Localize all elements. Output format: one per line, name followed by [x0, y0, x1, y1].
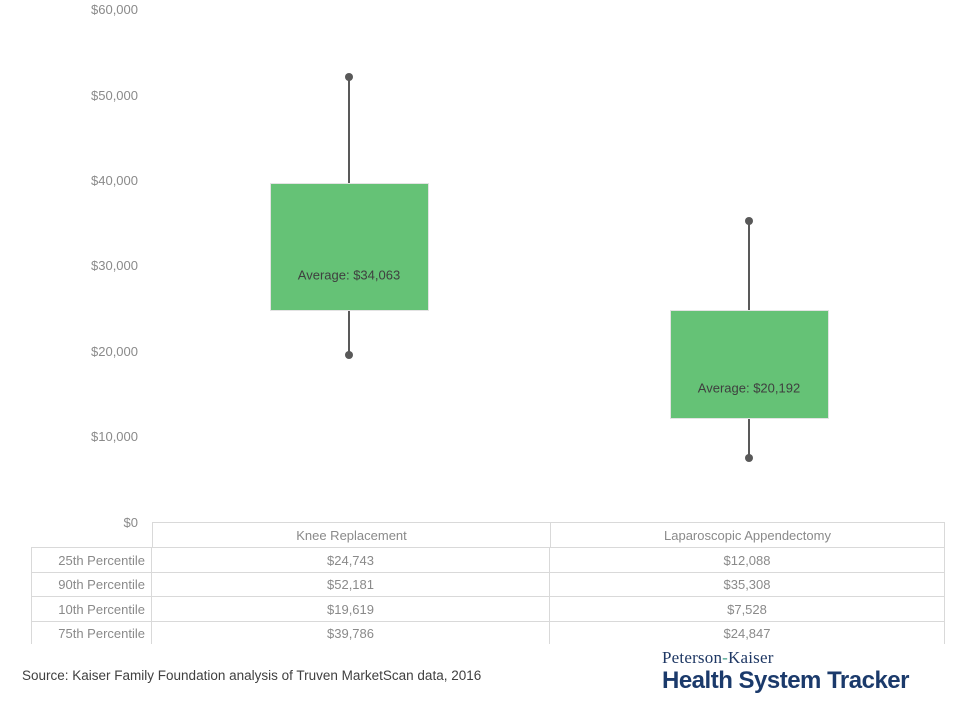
data-table: 25th Percentile $24,743 $12,088 90th Per…: [31, 547, 945, 644]
logo-peterson-text: Peterson: [662, 648, 723, 667]
boxplot-chart: $60,000 $50,000 $40,000 $30,000 $20,000 $10,0…: [91, 2, 829, 530]
logo-hyphen: -: [722, 648, 729, 667]
row-label-90th-percentile: 90th Percentile: [32, 573, 152, 597]
row-label-10th-percentile: 10th Percentile: [32, 597, 152, 622]
cell-90th-knee: $52,181: [152, 573, 550, 597]
table-row: 25th Percentile $24,743 $12,088: [32, 548, 945, 573]
percentile-box-knee-replacement: Average: $34,063: [269, 182, 429, 312]
table-row: 10th Percentile $19,619 $7,528: [32, 597, 945, 622]
10th-percentile-marker-laparoscopic-appendectomy: [745, 454, 753, 463]
row-label-75th-percentile: 75th Percentile: [32, 622, 152, 644]
y-axis-tick-label: $40,000: [91, 172, 138, 188]
90th-percentile-marker-knee-replacement: [345, 72, 353, 81]
percentile-box-laparoscopic-appendectomy: Average: $20,192: [669, 310, 829, 420]
y-axis-tick-label: $50,000: [91, 87, 138, 103]
cell-75th-appendectomy: $24,847: [550, 622, 945, 644]
health-system-tracker-logo: Peterson-Kaiser Health System Tracker: [662, 648, 909, 694]
cell-10th-appendectomy: $7,528: [550, 597, 945, 622]
table-row: 90th Percentile $52,181 $35,308: [32, 573, 945, 597]
data-table-header: Knee Replacement Laparoscopic Appendecto…: [152, 522, 945, 547]
90th-percentile-marker-laparoscopic-appendectomy: [745, 216, 753, 225]
y-axis-tick-label: $60,000: [91, 2, 138, 18]
y-axis-tick-label: $10,000: [91, 429, 138, 445]
average-label-laparoscopic-appendectomy: Average: $20,192: [697, 380, 801, 396]
table-row: 75th Percentile $39,786 $24,847: [32, 622, 945, 644]
cell-25th-knee: $24,743: [152, 548, 550, 573]
cell-25th-appendectomy: $12,088: [550, 548, 945, 573]
average-label-knee-replacement: Average: $34,063: [297, 267, 401, 283]
cell-75th-knee: $39,786: [152, 622, 550, 644]
cell-10th-knee: $19,619: [152, 597, 550, 622]
column-header-laparoscopic-appendectomy: Laparoscopic Appendectomy: [550, 523, 944, 547]
cell-90th-appendectomy: $35,308: [550, 573, 945, 597]
column-header-knee-replacement: Knee Replacement: [296, 527, 407, 543]
logo-health-system-tracker-text: Health System Tracker: [662, 667, 909, 694]
10th-percentile-marker-knee-replacement: [345, 350, 353, 359]
y-axis-tick-label: $30,000: [91, 258, 138, 274]
y-axis-tick-label: $0: [123, 514, 138, 530]
logo-peterson-kaiser-line: Peterson-Kaiser: [662, 648, 909, 667]
y-axis-tick-label: $20,000: [91, 343, 138, 359]
row-label-25th-percentile: 25th Percentile: [32, 548, 152, 573]
logo-kaiser-text: Kaiser: [728, 648, 774, 667]
source-attribution: Source: Kaiser Family Foundation analysi…: [22, 668, 482, 683]
